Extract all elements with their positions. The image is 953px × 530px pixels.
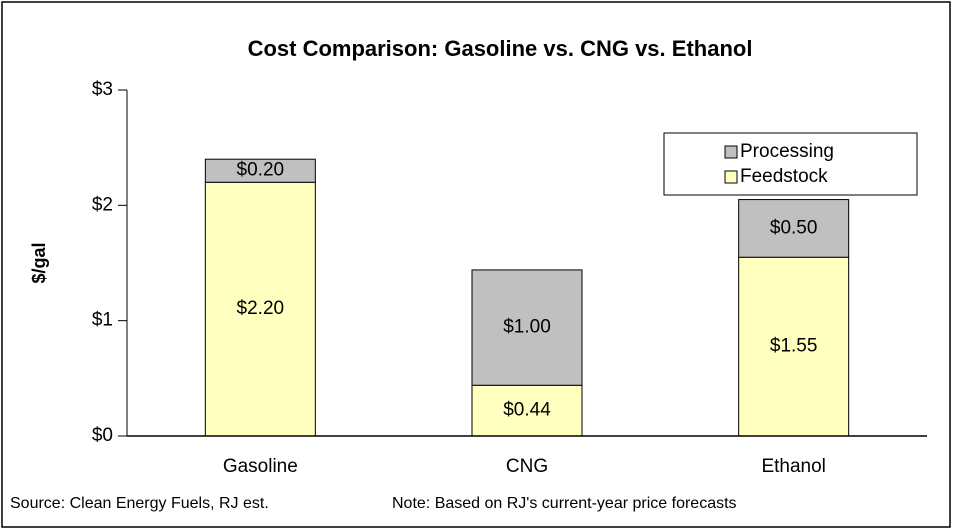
value-label: $2.20 (237, 298, 285, 319)
x-tick-label: Gasoline (223, 456, 298, 477)
value-label: $1.55 (770, 336, 818, 357)
value-label: $0.44 (503, 400, 551, 421)
y-tick-label: $1 (92, 310, 113, 331)
chart-title: Cost Comparison: Gasoline vs. CNG vs. Et… (248, 36, 753, 61)
legend-box (663, 132, 918, 196)
bar-segment (471, 384, 583, 437)
bar-segment (471, 269, 583, 386)
footnote: Note: Based on RJ's current-year price f… (392, 495, 737, 512)
x-tick-label: CNG (506, 456, 548, 477)
y-tick-label: $0 (92, 425, 113, 446)
value-label: $0.50 (770, 217, 818, 238)
bar-segment (738, 199, 850, 258)
legend-swatch (724, 170, 738, 184)
value-label: $0.20 (237, 160, 285, 181)
y-tick-label: $3 (92, 79, 113, 100)
x-tick-label: Ethanol (761, 456, 825, 477)
legend-swatch (724, 145, 738, 159)
bar-segment (204, 158, 316, 183)
legend-label: Feedstock (740, 166, 828, 187)
y-axis-label: $/gal (29, 242, 49, 283)
legend-label: Processing (740, 141, 834, 162)
value-label: $1.00 (503, 317, 551, 338)
source-note: Source: Clean Energy Fuels, RJ est. (10, 495, 269, 512)
bar-segment (738, 256, 850, 437)
bar-segment (204, 181, 316, 437)
y-tick-label: $2 (92, 194, 113, 215)
